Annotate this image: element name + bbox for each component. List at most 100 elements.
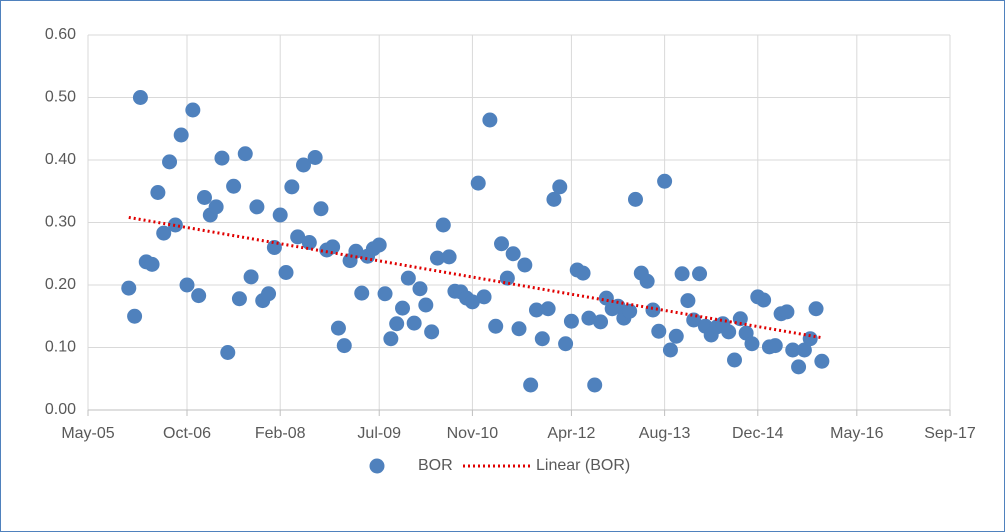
y-tick-label: 0.50 — [45, 89, 76, 106]
x-tick-label: Nov-10 — [447, 425, 499, 442]
point — [371, 237, 387, 253]
point — [680, 293, 696, 309]
point — [424, 324, 440, 340]
trendline — [128, 215, 823, 340]
legend-label: Linear (BOR) — [536, 457, 630, 474]
point — [587, 377, 603, 393]
point — [639, 273, 655, 289]
point — [494, 236, 510, 252]
point — [127, 308, 143, 324]
x-tick-label: Sep-17 — [924, 425, 976, 442]
point — [517, 257, 533, 273]
point — [593, 314, 609, 330]
point — [476, 289, 492, 305]
point — [470, 175, 486, 191]
point — [296, 157, 311, 173]
point — [400, 270, 416, 286]
x-tick-label: May-05 — [61, 425, 114, 442]
point — [563, 313, 579, 329]
x-tick-label: Oct-06 — [163, 425, 211, 442]
point — [651, 323, 667, 339]
point — [208, 199, 224, 215]
point — [429, 250, 445, 266]
point — [727, 352, 742, 368]
point — [191, 288, 207, 304]
x-tick-label: May-16 — [830, 425, 883, 442]
point — [307, 150, 323, 165]
y-tick-label: 0.20 — [45, 276, 76, 293]
point — [435, 217, 451, 233]
point — [785, 342, 801, 358]
point — [581, 310, 597, 326]
point — [488, 318, 504, 334]
point — [325, 239, 341, 255]
point — [552, 179, 568, 195]
point — [412, 281, 428, 297]
point — [505, 246, 521, 262]
x-tick-label: Aug-13 — [639, 425, 691, 442]
point — [395, 300, 411, 316]
point — [558, 336, 574, 352]
point — [132, 90, 148, 105]
point — [214, 150, 230, 166]
point — [406, 315, 422, 331]
point — [150, 185, 166, 200]
x-tick-label: Jul-09 — [357, 425, 401, 442]
point — [744, 336, 760, 352]
point — [668, 328, 684, 344]
point — [808, 301, 824, 317]
point — [162, 154, 178, 170]
point — [546, 191, 562, 207]
x-tick-label: Apr-12 — [547, 425, 595, 442]
point — [121, 280, 137, 296]
point — [721, 324, 737, 340]
point — [511, 321, 527, 337]
point — [330, 320, 346, 336]
point — [796, 342, 812, 358]
point — [167, 217, 183, 233]
x-tick-label: Feb-08 — [255, 425, 306, 442]
point — [231, 291, 247, 307]
y-tick-label: 0.00 — [45, 401, 76, 418]
point — [464, 294, 480, 310]
point — [482, 112, 498, 128]
point — [266, 240, 282, 255]
point — [534, 331, 550, 347]
point — [290, 229, 306, 245]
point — [196, 190, 212, 205]
point — [237, 146, 253, 162]
point — [767, 338, 783, 354]
point — [301, 235, 317, 250]
point — [692, 266, 708, 282]
point — [156, 225, 172, 241]
point — [173, 127, 189, 143]
point — [144, 256, 160, 272]
point — [284, 179, 300, 195]
point — [575, 265, 591, 281]
point — [243, 269, 259, 285]
point — [441, 249, 457, 265]
x-tick-label: Dec-14 — [732, 425, 784, 442]
point — [657, 173, 673, 189]
point — [499, 270, 515, 286]
point — [528, 302, 544, 318]
point — [686, 312, 702, 328]
point — [418, 297, 434, 313]
point — [278, 265, 294, 280]
point — [622, 303, 638, 319]
point — [377, 286, 393, 302]
point — [779, 304, 795, 320]
y-tick-label: 0.60 — [45, 26, 76, 43]
point — [645, 302, 661, 318]
point — [272, 207, 288, 223]
point — [627, 191, 643, 207]
point — [383, 331, 399, 347]
point — [662, 342, 678, 358]
point — [179, 277, 195, 293]
point — [249, 199, 265, 215]
y-tick-label: 0.30 — [45, 214, 76, 231]
point — [313, 201, 329, 217]
point — [523, 377, 539, 393]
point — [354, 285, 370, 301]
